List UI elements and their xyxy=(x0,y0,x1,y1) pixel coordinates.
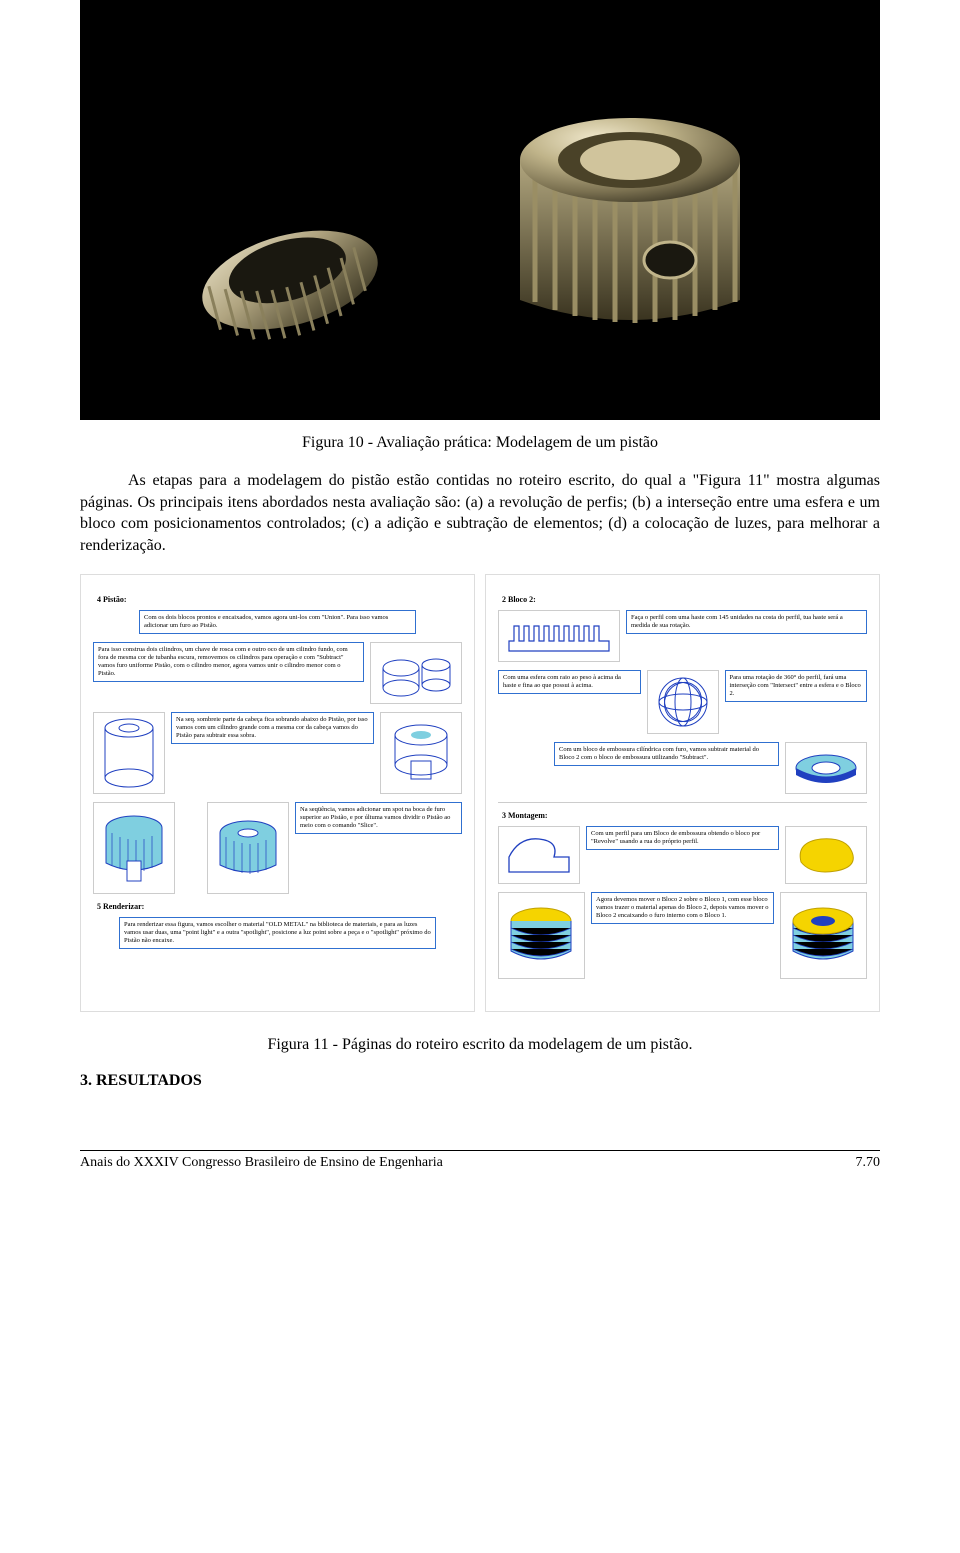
right-img-sphere xyxy=(647,670,719,734)
page-footer: Anais do XXXIV Congresso Brasileiro de E… xyxy=(80,1150,880,1171)
left-img-piston-block xyxy=(380,712,462,794)
right-img-assembly-1 xyxy=(498,892,585,979)
right-img-yellow-blob xyxy=(785,826,867,884)
roteiro-page-left: 4 Pistão: Com os dois blocos prontos e e… xyxy=(80,574,475,1012)
left-box-4: Na seqüência, vamos adicionar um spot na… xyxy=(295,802,462,833)
figure-11-caption: Figura 11 - Páginas do roteiro escrito d… xyxy=(80,1036,880,1054)
figure-11-pages: 4 Pistão: Com os dois blocos prontos e e… xyxy=(80,574,880,1012)
left-box-5: Para renderizar essa figura, vamos escol… xyxy=(119,917,436,948)
right-box-3: Para uma rotação de 360° do perfil, fará… xyxy=(725,670,868,701)
paragraph-1-text: As etapas para a modelagem do pistão est… xyxy=(80,472,880,554)
figure-10-render xyxy=(80,0,880,420)
right-img-profile xyxy=(498,610,620,662)
footer-right: 7.70 xyxy=(856,1155,881,1171)
roteiro-page-right: 2 Bloco 2: Faça o perfil com uma haste c… xyxy=(485,574,880,1012)
right-box-2: Com uma esfera com raio ao peso à acima … xyxy=(498,670,641,694)
right-box-1: Faça o perfil com uma haste com 145 unid… xyxy=(626,610,867,634)
left-img-tall-cyl xyxy=(93,712,165,794)
left-img-shaded-piston xyxy=(93,802,175,894)
sec2-title: 2 Bloco 2: xyxy=(502,595,867,604)
sec5-title: 5 Renderizar: xyxy=(97,902,462,911)
section-3-heading: 3. RESULTADOS xyxy=(80,1072,880,1090)
sec3-title: 3 Montagem: xyxy=(502,811,867,820)
left-box-3: Na seq. sombreie parte da cabeça fica so… xyxy=(171,712,374,743)
piston-left xyxy=(180,180,400,360)
left-box-1: Com os dois blocos prontos e encaixados,… xyxy=(139,610,416,634)
right-box-5: Com um perfil para um Bloco de embossura… xyxy=(586,826,779,850)
figure-10-caption: Figura 10 - Avaliação prática: Modelagem… xyxy=(80,434,880,452)
left-box-2: Para isso construa dois cilindros, um ch… xyxy=(93,642,364,681)
footer-left: Anais do XXXIV Congresso Brasileiro de E… xyxy=(80,1155,443,1171)
paragraph-1: As etapas para a modelagem do pistão est… xyxy=(80,470,880,556)
right-box-6: Agora devemos mover o Bloco 2 sobre o Bl… xyxy=(591,892,774,923)
piston-right xyxy=(460,40,800,380)
right-img-assembly-2 xyxy=(780,892,867,979)
right-box-4: Com um bloco de embossura cilíndrica com… xyxy=(554,742,779,766)
right-img-profile2 xyxy=(498,826,580,884)
left-img-cylinders xyxy=(370,642,462,704)
sec4-title: 4 Pistão: xyxy=(97,595,462,604)
right-img-ring xyxy=(785,742,867,794)
left-img-shaded-piston-2 xyxy=(207,802,289,894)
